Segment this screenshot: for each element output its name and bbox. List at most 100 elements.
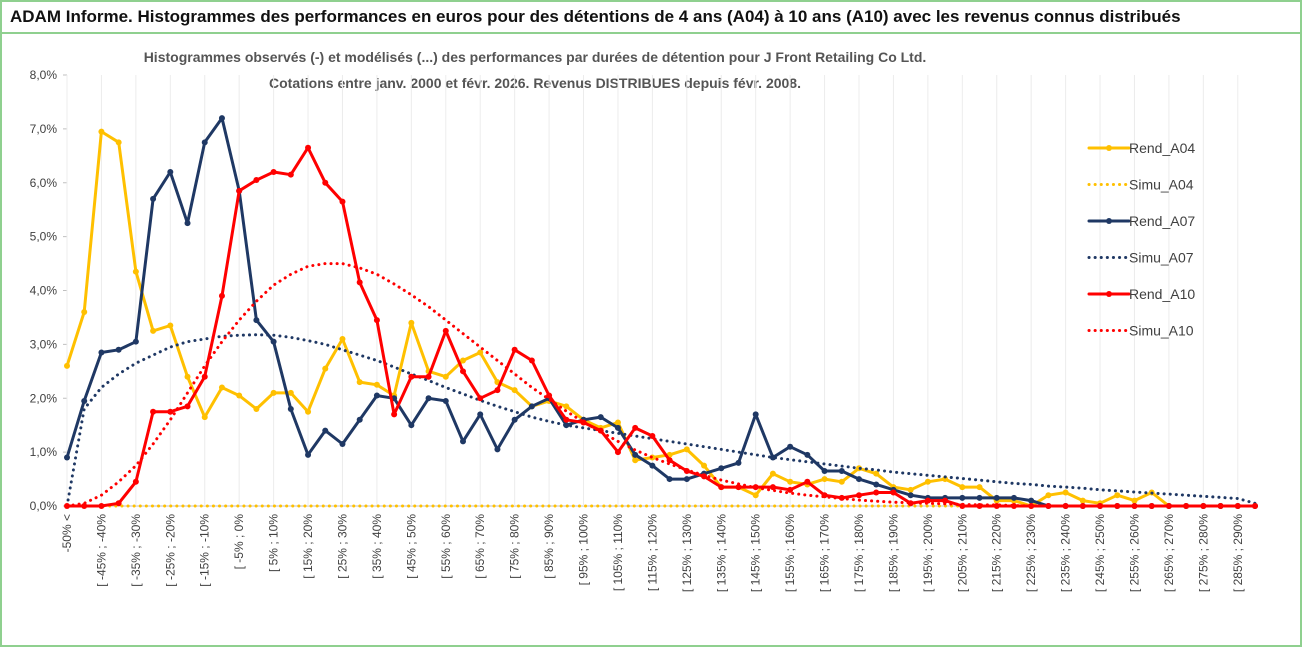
data-point [873,470,880,477]
data-point [546,392,553,399]
data-point [821,476,828,483]
data-point [838,467,845,474]
y-tick-label: 1,0% [30,445,58,459]
page-header: ADAM Informe. Histogrammes des performan… [2,2,1300,34]
data-point [942,497,949,504]
data-point [167,408,174,415]
data-point [718,484,725,491]
data-point [511,346,518,353]
data-point [373,317,380,324]
data-point [477,349,484,356]
legend-label: Rend_A07 [1129,213,1195,229]
x-tick-label: [ 35% ; 40% [370,514,384,579]
data-point [614,419,621,426]
data-point [167,322,174,329]
y-tick-label: 8,0% [30,68,58,82]
x-tick-label: [ 205% ; 210% [955,514,969,592]
data-point [1097,503,1104,509]
data-point [1114,503,1121,509]
legend-label: Simu_A07 [1129,250,1194,266]
data-point [477,411,484,418]
data-point [821,467,828,474]
data-point [735,484,742,491]
y-tick-label: 6,0% [30,176,58,190]
data-point [804,478,811,485]
x-tick-label: [ 95% ; 100% [577,514,591,586]
data-point [356,379,363,386]
y-tick-label: 2,0% [30,391,58,405]
data-point [666,476,673,483]
x-tick-label: [ 85% ; 90% [542,514,556,579]
data-point [373,392,380,399]
legend-label: Rend_A10 [1129,286,1195,302]
x-tick-label: [ 235% ; 240% [1059,514,1073,592]
data-point [287,171,294,178]
x-tick-label: [ 225% ; 230% [1024,514,1038,592]
data-point [339,335,346,342]
data-point [856,492,862,499]
data-point [270,338,277,345]
data-point [150,327,157,334]
data-point [253,317,260,324]
x-tick-label: [ 165% ; 170% [818,514,832,592]
data-point [98,503,105,509]
data-point [873,481,880,488]
data-point [1028,497,1035,504]
series-line [65,146,1257,508]
data-point [804,451,811,458]
y-tick-label: 7,0% [30,122,58,136]
data-point [1183,503,1190,509]
x-tick-label: [ 255% ; 260% [1127,514,1141,592]
data-point [442,397,449,404]
chart-subtitle: Cotations entre janv. 2000 et févr. 2026… [269,75,801,91]
data-point [356,279,363,286]
data-point [1200,503,1207,509]
data-point [528,357,535,364]
data-point [683,476,690,483]
data-point [98,128,105,135]
data-point [752,411,759,418]
x-tick-label: [ 275% ; 280% [1196,514,1210,592]
data-point [528,403,535,410]
x-tick-label: [ 125% ; 130% [680,514,694,592]
legend-label: Simu_A04 [1129,177,1194,193]
x-tick-label: [ 145% ; 150% [749,514,763,592]
data-point [718,465,725,472]
x-tick-label: [ 175% ; 180% [852,514,866,592]
data-point [305,144,312,151]
data-point [563,416,570,423]
series-line [65,262,1257,508]
data-point [115,346,122,353]
y-tick-label: 0,0% [30,499,58,513]
data-point [98,349,105,356]
data-point [632,424,639,431]
data-point [769,470,776,477]
data-point [1252,503,1258,509]
data-point [614,424,621,431]
x-tick-label: [ 285% ; 290% [1231,514,1245,592]
data-point [81,309,88,316]
x-tick-label: [ 25% ; 30% [335,514,349,579]
data-point [614,449,621,456]
x-tick-label: [ 215% ; 220% [990,514,1004,592]
data-point [184,373,191,380]
x-tick-label: [ 45% ; 50% [404,514,418,579]
data-point [132,268,139,275]
data-point [976,484,983,491]
chart-title: Histogrammes observés (-) et modélisés (… [144,49,927,65]
x-tick-label: [ 245% ; 250% [1093,514,1107,592]
data-point [494,387,501,394]
data-point [425,373,432,380]
data-point [150,408,157,415]
data-point [649,462,656,469]
x-tick-label: [ 135% ; 140% [714,514,728,592]
data-point [494,446,501,453]
data-point [1010,494,1017,501]
data-point [597,414,604,421]
x-tick-label: [ 265% ; 270% [1162,514,1176,592]
x-tick-label: [ -45% ; -40% [94,514,108,587]
data-point [873,489,880,496]
data-point [787,443,794,450]
data-point [287,406,294,413]
